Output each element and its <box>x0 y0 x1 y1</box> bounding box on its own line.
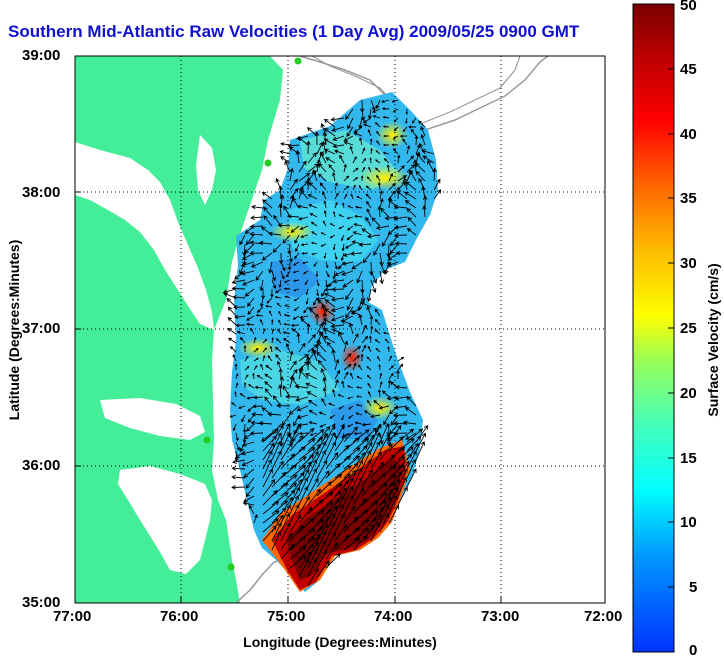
radar-station-marker <box>264 159 272 167</box>
x-tick-label: 73:00 <box>481 608 520 625</box>
x-tick-label: 72:00 <box>584 608 623 625</box>
x-tick-label: 74:00 <box>374 608 413 625</box>
grid-lines <box>75 56 605 603</box>
colorbar-tick-label: 15 <box>680 450 697 467</box>
y-tick-label: 35:00 <box>22 594 61 611</box>
sound-water <box>118 466 212 574</box>
y-tick-label: 37:00 <box>22 320 61 337</box>
speed-hotspot <box>308 298 336 326</box>
y-tick-label: 38:00 <box>22 184 61 201</box>
map-title: Southern Mid-Atlantic Raw Velocities (1 … <box>8 22 580 41</box>
colorbar-tick-label: 30 <box>680 255 697 272</box>
colorbar-tick-label: 10 <box>680 514 697 531</box>
colorbar-ticks <box>668 68 674 588</box>
speed-hotspot <box>340 344 364 372</box>
colorbar-tick-label: 40 <box>680 126 697 143</box>
speed-hotspot <box>238 338 278 358</box>
x-tick-label: 76:00 <box>160 608 199 625</box>
axis-ticks <box>75 191 502 603</box>
bay-water <box>75 142 214 330</box>
speed-patch <box>270 258 320 298</box>
colorbar-tick-label: 25 <box>680 320 697 337</box>
x-tick-label: 77:00 <box>53 608 92 625</box>
colorbar <box>632 3 675 653</box>
jet-region <box>286 458 402 580</box>
radar-station-marker <box>294 57 302 65</box>
speed-hotspot <box>376 121 408 149</box>
radar-station-marker <box>203 436 211 444</box>
x-tick-label: 75:00 <box>267 608 306 625</box>
sound-water <box>100 398 205 440</box>
y-tick-label: 39:00 <box>22 47 61 64</box>
colorbar-tick-label: 50 <box>680 0 697 14</box>
radar-station-marker <box>227 563 235 571</box>
x-axis-label: Longitude (Degrees:Minutes) <box>243 634 437 650</box>
bay-water <box>196 135 216 205</box>
colorbar-tick-label: 20 <box>680 385 697 402</box>
colorbar-tick-label: 45 <box>680 61 697 78</box>
colorbar-tick-label: 0 <box>689 642 698 659</box>
colorbar-tick-label: 35 <box>680 190 697 207</box>
speed-patch <box>240 350 340 405</box>
y-tick-label: 36:00 <box>22 457 61 474</box>
colorbar-tick-label: 5 <box>689 579 698 596</box>
